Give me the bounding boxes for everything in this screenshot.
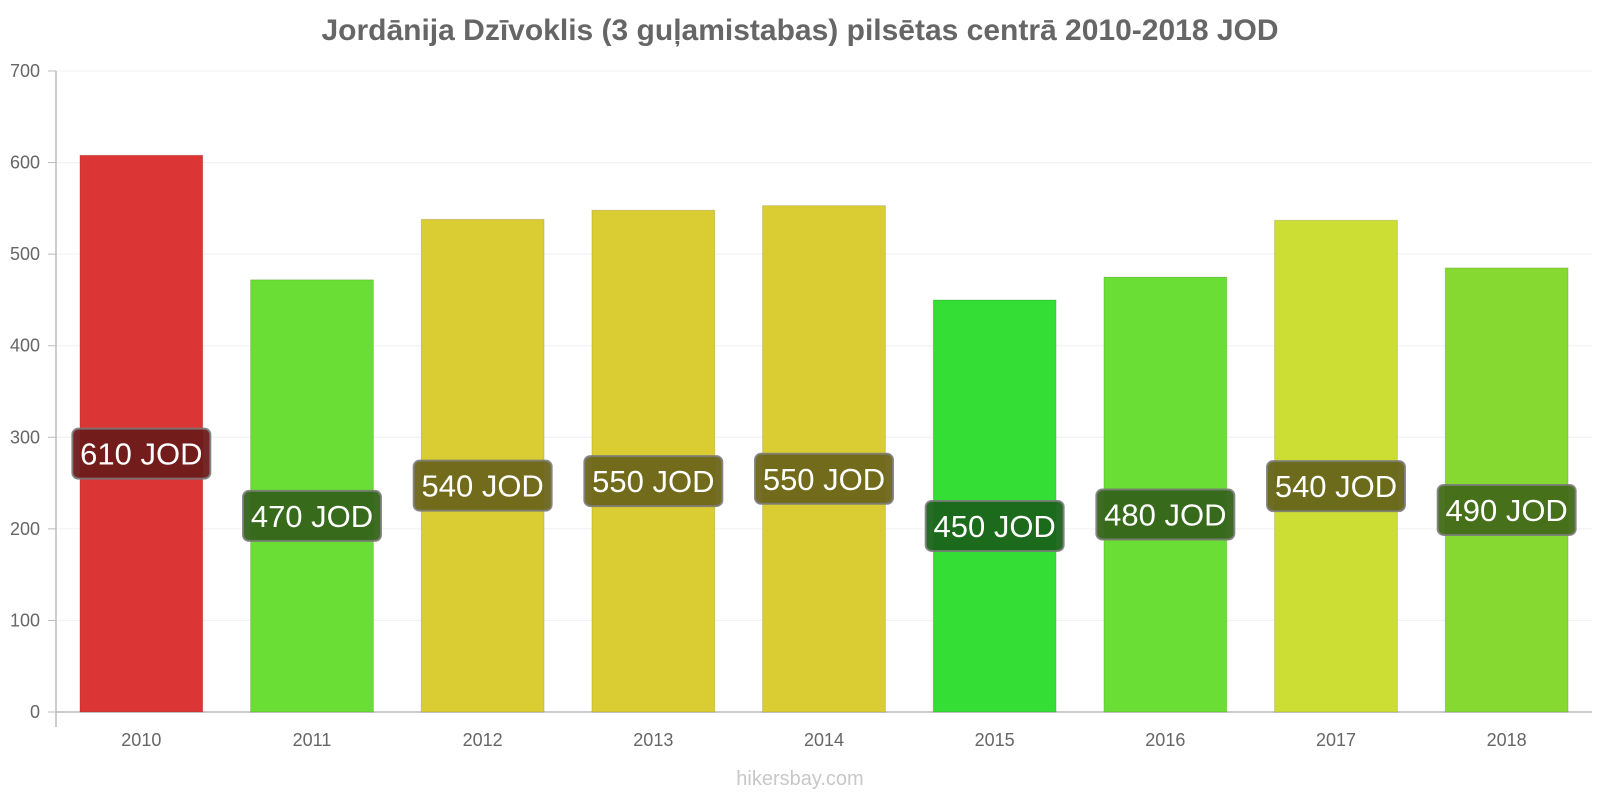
x-tick-label: 2015 (975, 730, 1015, 750)
y-tick-label: 700 (10, 61, 40, 81)
y-tick-label: 100 (10, 610, 40, 630)
data-label-box (924, 499, 1065, 552)
data-label-box (71, 427, 212, 480)
data-label: 470 JOD (251, 499, 373, 534)
x-tick-label: 2016 (1145, 730, 1185, 750)
data-label-box (583, 455, 724, 508)
y-tick-label: 0 (30, 702, 40, 722)
data-label-box (754, 452, 894, 505)
x-tick-label: 2014 (804, 730, 844, 750)
data-label: 550 JOD (763, 462, 885, 497)
data-label: 540 JOD (1275, 469, 1397, 504)
x-tick-label: 2017 (1316, 730, 1356, 750)
data-label-box (1095, 488, 1236, 541)
data-label: 490 JOD (1445, 493, 1567, 528)
y-tick-label: 500 (10, 244, 40, 264)
y-tick-label: 600 (10, 153, 40, 173)
data-label-box (1266, 460, 1406, 513)
x-tick-label: 2018 (1487, 730, 1527, 750)
data-label-box (412, 459, 553, 512)
x-tick-label: 2013 (633, 730, 673, 750)
x-tick-label: 2011 (293, 730, 332, 750)
data-label: 610 JOD (80, 437, 202, 472)
data-label: 450 JOD (933, 509, 1055, 544)
watermark: hikersbay.com (736, 768, 864, 790)
data-label-box (242, 489, 382, 542)
data-label: 550 JOD (592, 464, 714, 499)
y-tick-label: 400 (10, 336, 40, 356)
x-tick-label: 2010 (121, 730, 161, 750)
x-tick-label: 2012 (463, 730, 503, 750)
data-label: 480 JOD (1104, 498, 1226, 533)
y-tick-label: 200 (10, 519, 40, 539)
data-label-box (1436, 483, 1577, 536)
y-tick-label: 300 (10, 427, 40, 447)
chart-title: Jordānija Dzīvoklis (3 guļamistabas) pil… (321, 14, 1279, 47)
data-label: 540 JOD (421, 469, 543, 504)
